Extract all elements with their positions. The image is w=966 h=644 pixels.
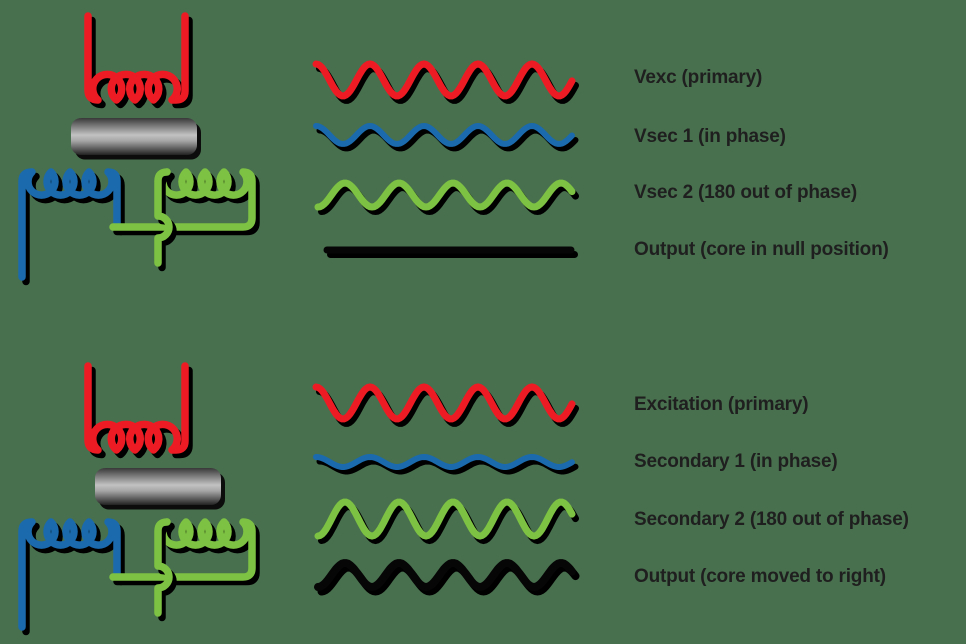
- label-vsec1-name: Vsec 1: [634, 126, 694, 147]
- waveform-secondary2: [314, 498, 576, 540]
- label-vexc-qualifier: (primary): [681, 67, 763, 88]
- core-moved-right: [95, 468, 225, 510]
- waveform-secondary1-shadow: [316, 458, 579, 475]
- label-excitation-name: Excitation: [634, 394, 723, 415]
- label-output-null-name: Output: [634, 239, 696, 260]
- label-excitation: Excitation (primary): [634, 393, 809, 417]
- label-vsec2: Vsec 2 (180 out of phase): [634, 181, 857, 205]
- core-cylinder: [71, 118, 197, 155]
- waveform-vsec2: [314, 179, 576, 211]
- label-output-right-qualifier: (core moved to right): [700, 566, 886, 587]
- label-output-right: Output (core moved to right): [634, 565, 886, 589]
- core-cylinder: [95, 468, 221, 505]
- label-vsec2-name: Vsec 2: [634, 182, 694, 203]
- label-excitation-qualifier: (primary): [727, 394, 809, 415]
- label-secondary2: Secondary 2 (180 out of phase): [634, 508, 909, 532]
- label-vexc-name: Vexc: [634, 67, 677, 88]
- label-secondary1-name: Secondary 1: [634, 451, 745, 472]
- coil-assembly-core-right: [0, 350, 290, 644]
- label-secondary2-name: Secondary 2: [634, 509, 745, 530]
- label-output-null: Output (core in null position): [634, 238, 889, 262]
- label-output-right-name: Output: [634, 566, 696, 587]
- label-secondary1-qualifier: (in phase): [749, 451, 838, 472]
- waveform-output-right: [314, 559, 576, 592]
- waveform-secondary1: [313, 453, 575, 470]
- label-vsec1: Vsec 1 (in phase): [634, 125, 786, 149]
- label-vsec1-qualifier: (in phase): [698, 126, 786, 147]
- waveform-vexc: [312, 60, 576, 100]
- label-output-null-qualifier: (core in null position): [700, 239, 889, 260]
- waveform-excitation: [312, 383, 576, 423]
- waveform-vsec1: [313, 122, 575, 147]
- label-vsec2-qualifier: (180 out of phase): [698, 182, 858, 203]
- core-null-position: [71, 118, 201, 160]
- label-vexc: Vexc (primary): [634, 66, 762, 90]
- coil-assembly-null-position: [0, 0, 290, 300]
- label-secondary1: Secondary 1 (in phase): [634, 450, 838, 474]
- label-secondary2-qualifier: (180 out of phase): [749, 509, 909, 530]
